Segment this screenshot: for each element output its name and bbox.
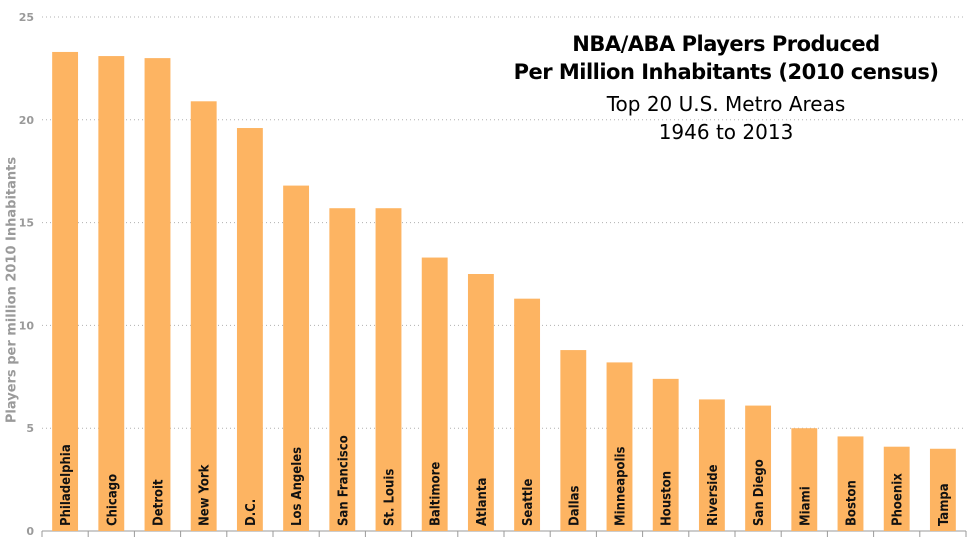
bar xyxy=(467,274,494,531)
bar xyxy=(329,208,356,531)
chart-title-block: NBA/ABA Players Produced Per Million Inh… xyxy=(506,30,946,146)
bar-category-label: Phoenix xyxy=(891,473,906,526)
bar xyxy=(514,298,541,531)
bar xyxy=(190,101,217,532)
y-tick-label: 15 xyxy=(19,217,34,230)
y-tick-label: 25 xyxy=(19,11,34,24)
bar-category-label: Dallas xyxy=(567,485,582,526)
bar xyxy=(375,208,402,531)
bar-category-label: Philadelphia xyxy=(59,444,74,526)
y-tick-label: 0 xyxy=(26,525,34,538)
bar-category-label: New York xyxy=(198,464,213,526)
bar xyxy=(98,56,125,532)
bar-category-label: Atlanta xyxy=(475,478,490,526)
bar-category-label: Seattle xyxy=(521,479,536,526)
bar-category-label: Miami xyxy=(798,486,813,526)
bar xyxy=(52,51,79,532)
bar-category-label: Los Angeles xyxy=(290,447,305,526)
bar xyxy=(144,58,171,532)
bar-category-label: Boston xyxy=(845,480,860,526)
y-tick-label: 20 xyxy=(19,114,35,127)
bar xyxy=(929,448,956,531)
bar xyxy=(283,185,310,532)
bar xyxy=(698,399,725,531)
bar-category-label: Chicago xyxy=(105,474,120,526)
bar-category-label: Houston xyxy=(660,471,675,526)
y-tick-label: 5 xyxy=(26,422,34,435)
bar-category-label: D.C. xyxy=(244,499,259,526)
bar-category-label: Riverside xyxy=(706,464,721,526)
bar-category-label: Detroit xyxy=(152,479,167,526)
chart-title-line-2: Per Million Inhabitants (2010 census) xyxy=(513,60,939,84)
bar xyxy=(560,350,587,531)
y-axis-title: Players per million 2010 Inhabitants xyxy=(4,156,20,424)
bar xyxy=(606,362,633,531)
bar xyxy=(421,257,448,531)
y-tick-label: 10 xyxy=(19,319,35,332)
bar-category-label: St. Louis xyxy=(383,469,398,526)
chart-subtitle-line-2: 1946 to 2013 xyxy=(658,120,794,144)
bar xyxy=(837,436,864,531)
bar-category-label: San Diego xyxy=(752,459,767,526)
bar xyxy=(791,428,818,531)
bar xyxy=(652,378,679,531)
bar xyxy=(236,128,263,532)
bar xyxy=(883,446,910,531)
bar-category-label: Minneapolis xyxy=(614,446,629,526)
bar-category-label: Tampa xyxy=(937,483,952,526)
bar-category-label: San Francisco xyxy=(336,435,351,526)
chart-title-line-1: NBA/ABA Players Produced xyxy=(572,32,880,56)
y-axis-title-wrap: Players per million 2010 Inhabitants xyxy=(2,150,22,430)
bar xyxy=(745,405,772,531)
bar-category-label: Baltimore xyxy=(429,462,444,526)
chart-subtitle-line-1: Top 20 U.S. Metro Areas xyxy=(606,92,846,116)
